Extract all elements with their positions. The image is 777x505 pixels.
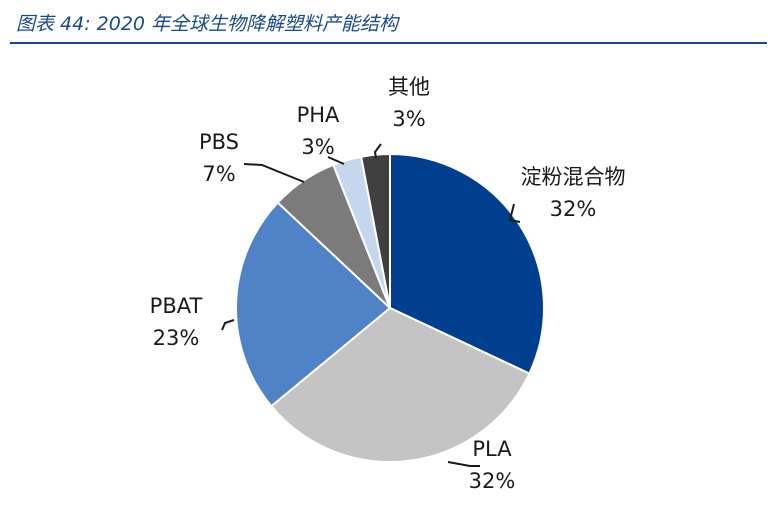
leader-lines [221, 143, 521, 467]
slice-label-name-4: PHA [297, 103, 340, 127]
slice-labels: 淀粉混合物 32% PLA 32% PBAT 23% PBS 7% PHA 3% 其他 3% [150, 75, 626, 493]
pie-slice-1 [269, 306, 531, 463]
slice-label-value-4: 3% [301, 135, 334, 159]
slice-label-value-5: 3% [392, 107, 425, 131]
leader-line-4 [327, 156, 345, 165]
pie-slice-0 [389, 152, 545, 375]
leader-line-2 [221, 319, 235, 331]
leader-line-1 [447, 461, 480, 467]
slice-label-name-5: 其他 [388, 75, 430, 99]
leader-line-3 [243, 163, 305, 183]
leader-line-0 [508, 203, 521, 223]
slice-label-value-1: 32% [469, 469, 516, 493]
slice-label-value-3: 7% [202, 162, 235, 186]
pie-slices [235, 152, 545, 463]
leader-line-5 [373, 143, 382, 159]
figure-title: 图表 44: 2020 年全球生物降解塑料产能结构 [16, 13, 399, 35]
slice-label-name-1: PLA [472, 437, 512, 461]
slice-label-name-0: 淀粉混合物 [521, 165, 626, 189]
slice-label-value-2: 23% [153, 326, 200, 350]
slice-label-name-2: PBAT [150, 294, 203, 318]
slice-label-value-0: 32% [550, 197, 597, 221]
title-rule [10, 42, 767, 44]
figure-header: 图表 44: 2020 年全球生物降解塑料产能结构 [0, 0, 777, 46]
pie-slice-2 [235, 201, 392, 408]
slice-label-name-3: PBS [199, 130, 239, 154]
